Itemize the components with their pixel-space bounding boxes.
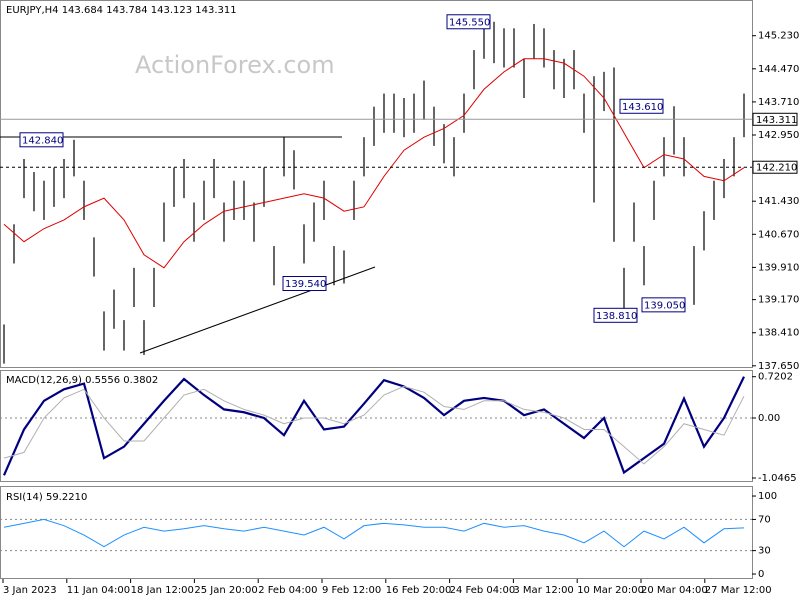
y-tick-label: 141.430 bbox=[758, 196, 799, 207]
y-tick-label: 137.650 bbox=[758, 361, 799, 372]
watermark: ActionForex.com bbox=[135, 51, 335, 79]
macd-panel bbox=[0, 370, 753, 482]
y-tick-label: 143.710 bbox=[758, 97, 799, 108]
y-tick-label: -1.0465 bbox=[758, 473, 797, 484]
y-tick-label: 0 bbox=[758, 569, 764, 580]
annotation-box bbox=[619, 98, 664, 114]
indicator-line bbox=[3, 518, 745, 548]
y-tick-label: 139.910 bbox=[758, 262, 799, 273]
x-tick-label: 24 Feb 04:00 bbox=[450, 585, 516, 596]
x-tick-label: 9 Feb 12:00 bbox=[322, 585, 381, 596]
macd-title: MACD(12,26,9) 0.5556 0.3802 bbox=[6, 375, 158, 386]
price-level-label: 142.210 bbox=[756, 163, 797, 174]
rsi-title: RSI(14) 59.2210 bbox=[6, 492, 87, 503]
y-tick-label: 140.670 bbox=[758, 229, 799, 240]
x-tick-label: 3 Mar 12:00 bbox=[513, 585, 573, 596]
y-tick-label: 30 bbox=[758, 546, 771, 557]
annotation-box bbox=[641, 297, 686, 313]
annotation-box bbox=[593, 307, 638, 323]
price-level-box bbox=[752, 160, 798, 174]
price-level-box bbox=[752, 112, 798, 126]
indicator-line bbox=[2, 376, 745, 476]
annotation-box bbox=[446, 14, 491, 30]
x-tick-label: 16 Feb 20:00 bbox=[386, 585, 452, 596]
annotation-label: 142.840 bbox=[22, 135, 63, 146]
y-tick-label: 145.230 bbox=[758, 31, 799, 42]
annotation-label: 143.610 bbox=[622, 102, 663, 113]
x-tick-label: 11 Jan 04:00 bbox=[67, 585, 130, 596]
y-tick-label: 70 bbox=[758, 514, 771, 525]
x-tick-label: 10 Mar 20:00 bbox=[577, 585, 644, 596]
support-line bbox=[139, 266, 376, 354]
x-tick-label: 18 Jan 12:00 bbox=[131, 585, 194, 596]
y-tick-label: 139.170 bbox=[758, 295, 799, 306]
indicator-line bbox=[3, 385, 745, 465]
y-tick-label: 138.410 bbox=[758, 328, 799, 339]
x-tick-label: 3 Jan 2023 bbox=[3, 585, 57, 596]
annotation-box bbox=[282, 276, 327, 292]
x-tick-label: 2 Feb 04:00 bbox=[258, 585, 317, 596]
y-tick-label: 0.00 bbox=[758, 413, 780, 424]
rsi-panel bbox=[0, 486, 753, 579]
annotation-label: 145.550 bbox=[449, 17, 490, 28]
y-tick-label: 0.7202 bbox=[758, 372, 793, 383]
price-panel bbox=[0, 0, 753, 368]
y-tick-label: 100 bbox=[758, 491, 777, 502]
x-tick-label: 20 Mar 04:00 bbox=[641, 585, 708, 596]
annotation-label: 138.810 bbox=[596, 311, 637, 322]
x-tick-label: 27 Mar 12:00 bbox=[705, 585, 772, 596]
moving-average bbox=[3, 58, 745, 269]
price-level-label: 143.311 bbox=[756, 115, 797, 126]
x-tick-label: 25 Jan 20:00 bbox=[194, 585, 257, 596]
price-title: EURJPY,H4 143.684 143.784 143.123 143.31… bbox=[6, 5, 237, 16]
annotation-label: 139.050 bbox=[644, 300, 685, 311]
y-tick-label: 144.470 bbox=[758, 64, 799, 75]
annotation-box bbox=[19, 132, 64, 148]
y-tick-label: 142.950 bbox=[758, 130, 799, 141]
annotation-label: 139.540 bbox=[285, 279, 326, 290]
